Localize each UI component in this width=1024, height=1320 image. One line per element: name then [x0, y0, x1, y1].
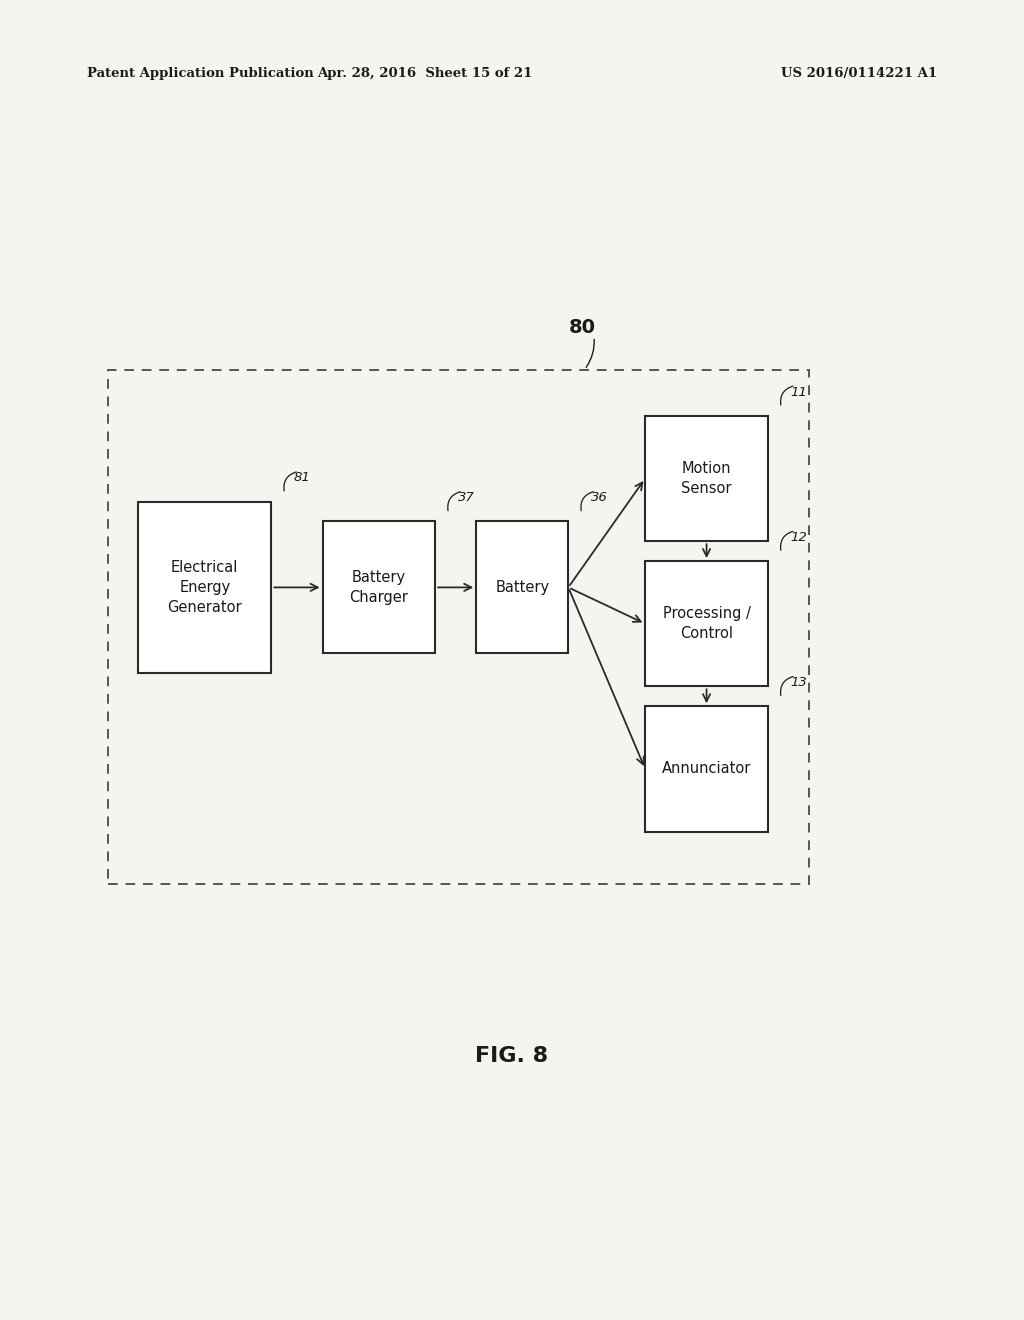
Bar	[476, 521, 568, 653]
Text: 11: 11	[791, 385, 807, 399]
Text: Apr. 28, 2016  Sheet 15 of 21: Apr. 28, 2016 Sheet 15 of 21	[317, 67, 532, 81]
Bar	[645, 706, 768, 832]
Bar	[138, 502, 271, 673]
Text: 13: 13	[791, 676, 807, 689]
Text: Battery
Charger: Battery Charger	[349, 570, 409, 605]
Text: 37: 37	[458, 491, 474, 504]
Text: FIG. 8: FIG. 8	[475, 1045, 549, 1067]
Text: Annunciator: Annunciator	[662, 762, 752, 776]
Text: Electrical
Energy
Generator: Electrical Energy Generator	[168, 560, 242, 615]
Text: 12: 12	[791, 531, 807, 544]
Text: 80: 80	[568, 318, 595, 337]
Text: 81: 81	[294, 471, 310, 484]
Bar	[645, 416, 768, 541]
Text: 36: 36	[591, 491, 607, 504]
Text: US 2016/0114221 A1: US 2016/0114221 A1	[781, 67, 937, 81]
Bar	[108, 370, 809, 884]
Text: Battery: Battery	[496, 579, 549, 595]
Bar	[323, 521, 435, 653]
Text: Patent Application Publication: Patent Application Publication	[87, 67, 313, 81]
Text: Processing /
Control: Processing / Control	[663, 606, 751, 642]
Text: Motion
Sensor: Motion Sensor	[681, 461, 732, 496]
Bar	[645, 561, 768, 686]
